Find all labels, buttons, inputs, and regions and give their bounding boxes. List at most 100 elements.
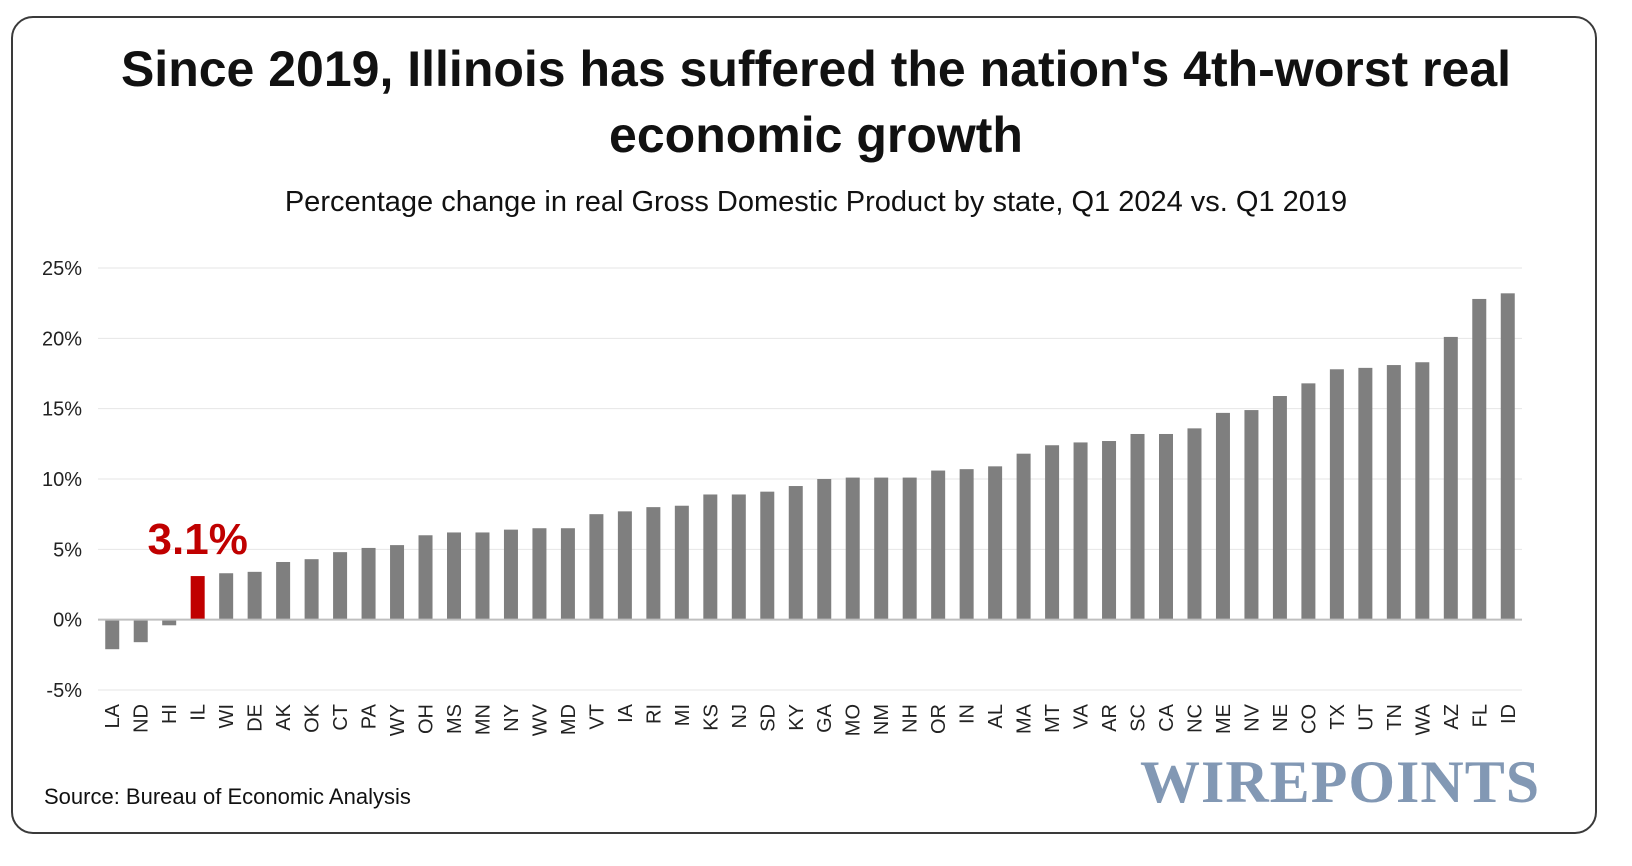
x-tick-label: OK: [302, 703, 324, 733]
bar-md: [560, 528, 575, 620]
bar-il: [190, 576, 205, 620]
bar-nj: [731, 494, 746, 620]
x-tick-label: VT: [586, 704, 608, 730]
x-tick-label: OH: [416, 704, 438, 734]
bar-ia: [617, 511, 632, 620]
y-tick-label: 0%: [53, 610, 82, 632]
y-tick-label: 25%: [42, 258, 82, 280]
bar-id: [1500, 293, 1515, 620]
bar-mi: [674, 505, 689, 620]
chart-subtitle: Percentage change in real Gross Domestic…: [284, 186, 1348, 218]
bar-ri: [646, 507, 661, 620]
bar-ar: [1102, 441, 1117, 620]
x-tick-label: ME: [1213, 704, 1235, 734]
x-tick-label: OR: [928, 704, 950, 734]
x-tick-label: HI: [159, 704, 181, 724]
bar-ak: [276, 561, 291, 620]
x-tick-label: IA: [615, 703, 637, 723]
bar-nd: [133, 619, 148, 643]
x-tick-label: ID: [1498, 704, 1520, 724]
x-tick-label: AK: [273, 703, 295, 730]
bar-in: [959, 469, 974, 620]
y-tick-label: 15%: [42, 399, 82, 421]
x-tick-label: KY: [786, 704, 808, 731]
bar-or: [931, 470, 946, 620]
x-tick-label: TN: [1384, 704, 1406, 731]
bar-pa: [361, 547, 376, 620]
wirepoints-logo: WIREPOINTS: [1140, 749, 1541, 815]
x-tick-label: RI: [643, 704, 665, 724]
bar-ma: [1016, 453, 1031, 620]
x-tick-label: KS: [700, 704, 722, 731]
x-tick-label: AL: [985, 704, 1007, 728]
bar-az: [1443, 336, 1458, 620]
bar-nv: [1244, 410, 1259, 620]
chart-title: Since 2019, Illinois has suffered the na…: [120, 41, 1512, 163]
bar-mo: [845, 477, 860, 620]
x-tick-label: MO: [843, 704, 865, 736]
bar-de: [247, 571, 262, 620]
x-tick-label: CO: [1298, 704, 1320, 734]
x-tick-label: LA: [102, 703, 124, 728]
bar-wy: [390, 545, 405, 620]
highlight-data-label: 3.1%: [148, 515, 248, 564]
bar-la: [105, 619, 120, 650]
x-tick-label: AR: [1099, 704, 1121, 732]
x-tick-label: MI: [672, 704, 694, 726]
bar-wa: [1415, 362, 1430, 620]
y-tick-label: 5%: [53, 539, 82, 561]
x-tick-label: CT: [330, 704, 352, 731]
bar-ne: [1272, 396, 1287, 620]
bar-nc: [1187, 428, 1202, 620]
x-tick-label: NE: [1270, 704, 1292, 732]
x-tick-label: IN: [957, 704, 979, 724]
x-tick-label: GA: [814, 703, 836, 733]
bar-mt: [1045, 445, 1060, 620]
x-tick-label: MD: [558, 704, 580, 735]
x-tick-label: SD: [757, 704, 779, 732]
x-tick-label: SC: [1128, 704, 1150, 732]
x-tick-label: ND: [131, 704, 153, 733]
bar-wv: [532, 528, 547, 620]
bar-ms: [447, 532, 461, 620]
x-tick-label: NC: [1184, 704, 1206, 733]
y-tick-label: 20%: [42, 328, 82, 350]
x-tick-label: PA: [359, 703, 381, 729]
bar-wi: [219, 573, 234, 620]
x-tick-label: MA: [1014, 703, 1036, 734]
bar-ny: [503, 529, 518, 620]
x-tick-label: WY: [387, 704, 409, 736]
bar-tn: [1386, 365, 1401, 620]
x-tick-label: NM: [871, 704, 893, 735]
x-tick-label: DE: [245, 704, 267, 732]
x-tick-label: MT: [1042, 704, 1064, 733]
x-tick-label: WI: [216, 704, 238, 728]
bar-ks: [703, 494, 718, 620]
bar-oh: [418, 535, 433, 620]
bar-ct: [333, 552, 348, 620]
bar-fl: [1472, 298, 1487, 620]
bar-nh: [902, 477, 917, 620]
y-tick-label: 10%: [42, 469, 82, 491]
x-tick-label: MN: [472, 704, 494, 735]
bar-mn: [475, 532, 490, 620]
bar-va: [1073, 442, 1088, 620]
bar-ok: [304, 559, 319, 620]
x-tick-label: CA: [1156, 703, 1178, 731]
bar-ut: [1358, 367, 1373, 620]
bar-ga: [817, 479, 832, 620]
bar-tx: [1329, 369, 1344, 620]
x-tick-label: VA: [1071, 703, 1093, 729]
x-tick-label: AZ: [1441, 704, 1463, 730]
bar-ky: [788, 486, 803, 620]
x-tick-label: FL: [1469, 704, 1491, 727]
x-tick-label: WA: [1412, 703, 1434, 735]
x-tick-label: WV: [529, 703, 551, 736]
x-tick-label: NV: [1241, 703, 1263, 731]
x-tick-label: UT: [1355, 704, 1377, 731]
x-tick-label: IL: [188, 704, 210, 721]
bar-me: [1215, 412, 1230, 620]
x-tick-label: NH: [900, 704, 922, 733]
x-tick-label: NY: [501, 704, 523, 732]
